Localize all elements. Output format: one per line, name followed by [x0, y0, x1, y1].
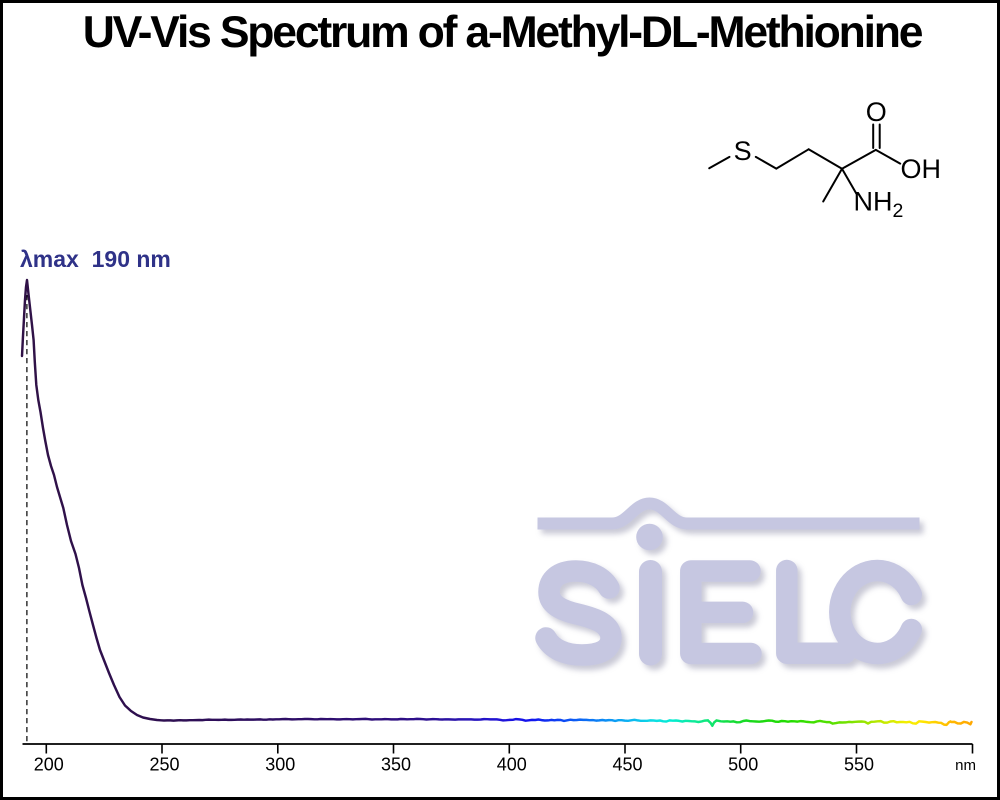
- svg-text:400: 400: [497, 755, 527, 775]
- svg-text:500: 500: [728, 755, 758, 775]
- svg-text:O: O: [866, 97, 887, 127]
- svg-text:200: 200: [34, 755, 64, 775]
- svg-text:nm: nm: [955, 757, 976, 774]
- svg-text:λmax 190 nm: λmax 190 nm: [20, 246, 171, 272]
- svg-text:450: 450: [612, 755, 642, 775]
- svg-text:UV-Vis Spectrum of a-Methyl-DL: UV-Vis Spectrum of a-Methyl-DL-Methionin…: [83, 8, 923, 57]
- svg-text:S: S: [734, 136, 752, 166]
- svg-text:250: 250: [149, 755, 179, 775]
- svg-text:350: 350: [381, 755, 411, 775]
- svg-text:550: 550: [844, 755, 874, 775]
- svg-text:300: 300: [265, 755, 295, 775]
- svg-text:OH: OH: [901, 154, 942, 184]
